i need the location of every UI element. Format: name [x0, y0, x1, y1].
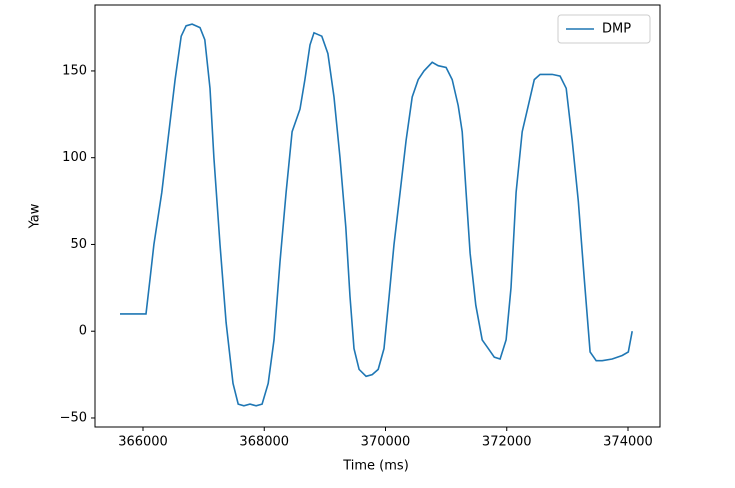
x-tick-label: 368000 [239, 435, 289, 450]
legend-label: DMP [602, 22, 631, 37]
x-tick-label: 372000 [482, 435, 532, 450]
x-tick-label: 374000 [603, 435, 653, 450]
y-tick-label: 150 [62, 63, 87, 78]
plot-frame [94, 4, 661, 428]
data-line [120, 23, 633, 407]
x-tick-label: 366000 [118, 435, 168, 450]
x-axis-label: Time (ms) [342, 459, 409, 474]
y-tick-label: 0 [79, 324, 87, 339]
y-axis-label: Yaw [28, 203, 43, 229]
legend-box [557, 14, 651, 44]
x-tick-label: 370000 [361, 435, 411, 450]
y-tick-label: 100 [62, 150, 87, 165]
y-tick-label: 50 [70, 237, 87, 252]
y-tick-label: −50 [60, 410, 87, 425]
